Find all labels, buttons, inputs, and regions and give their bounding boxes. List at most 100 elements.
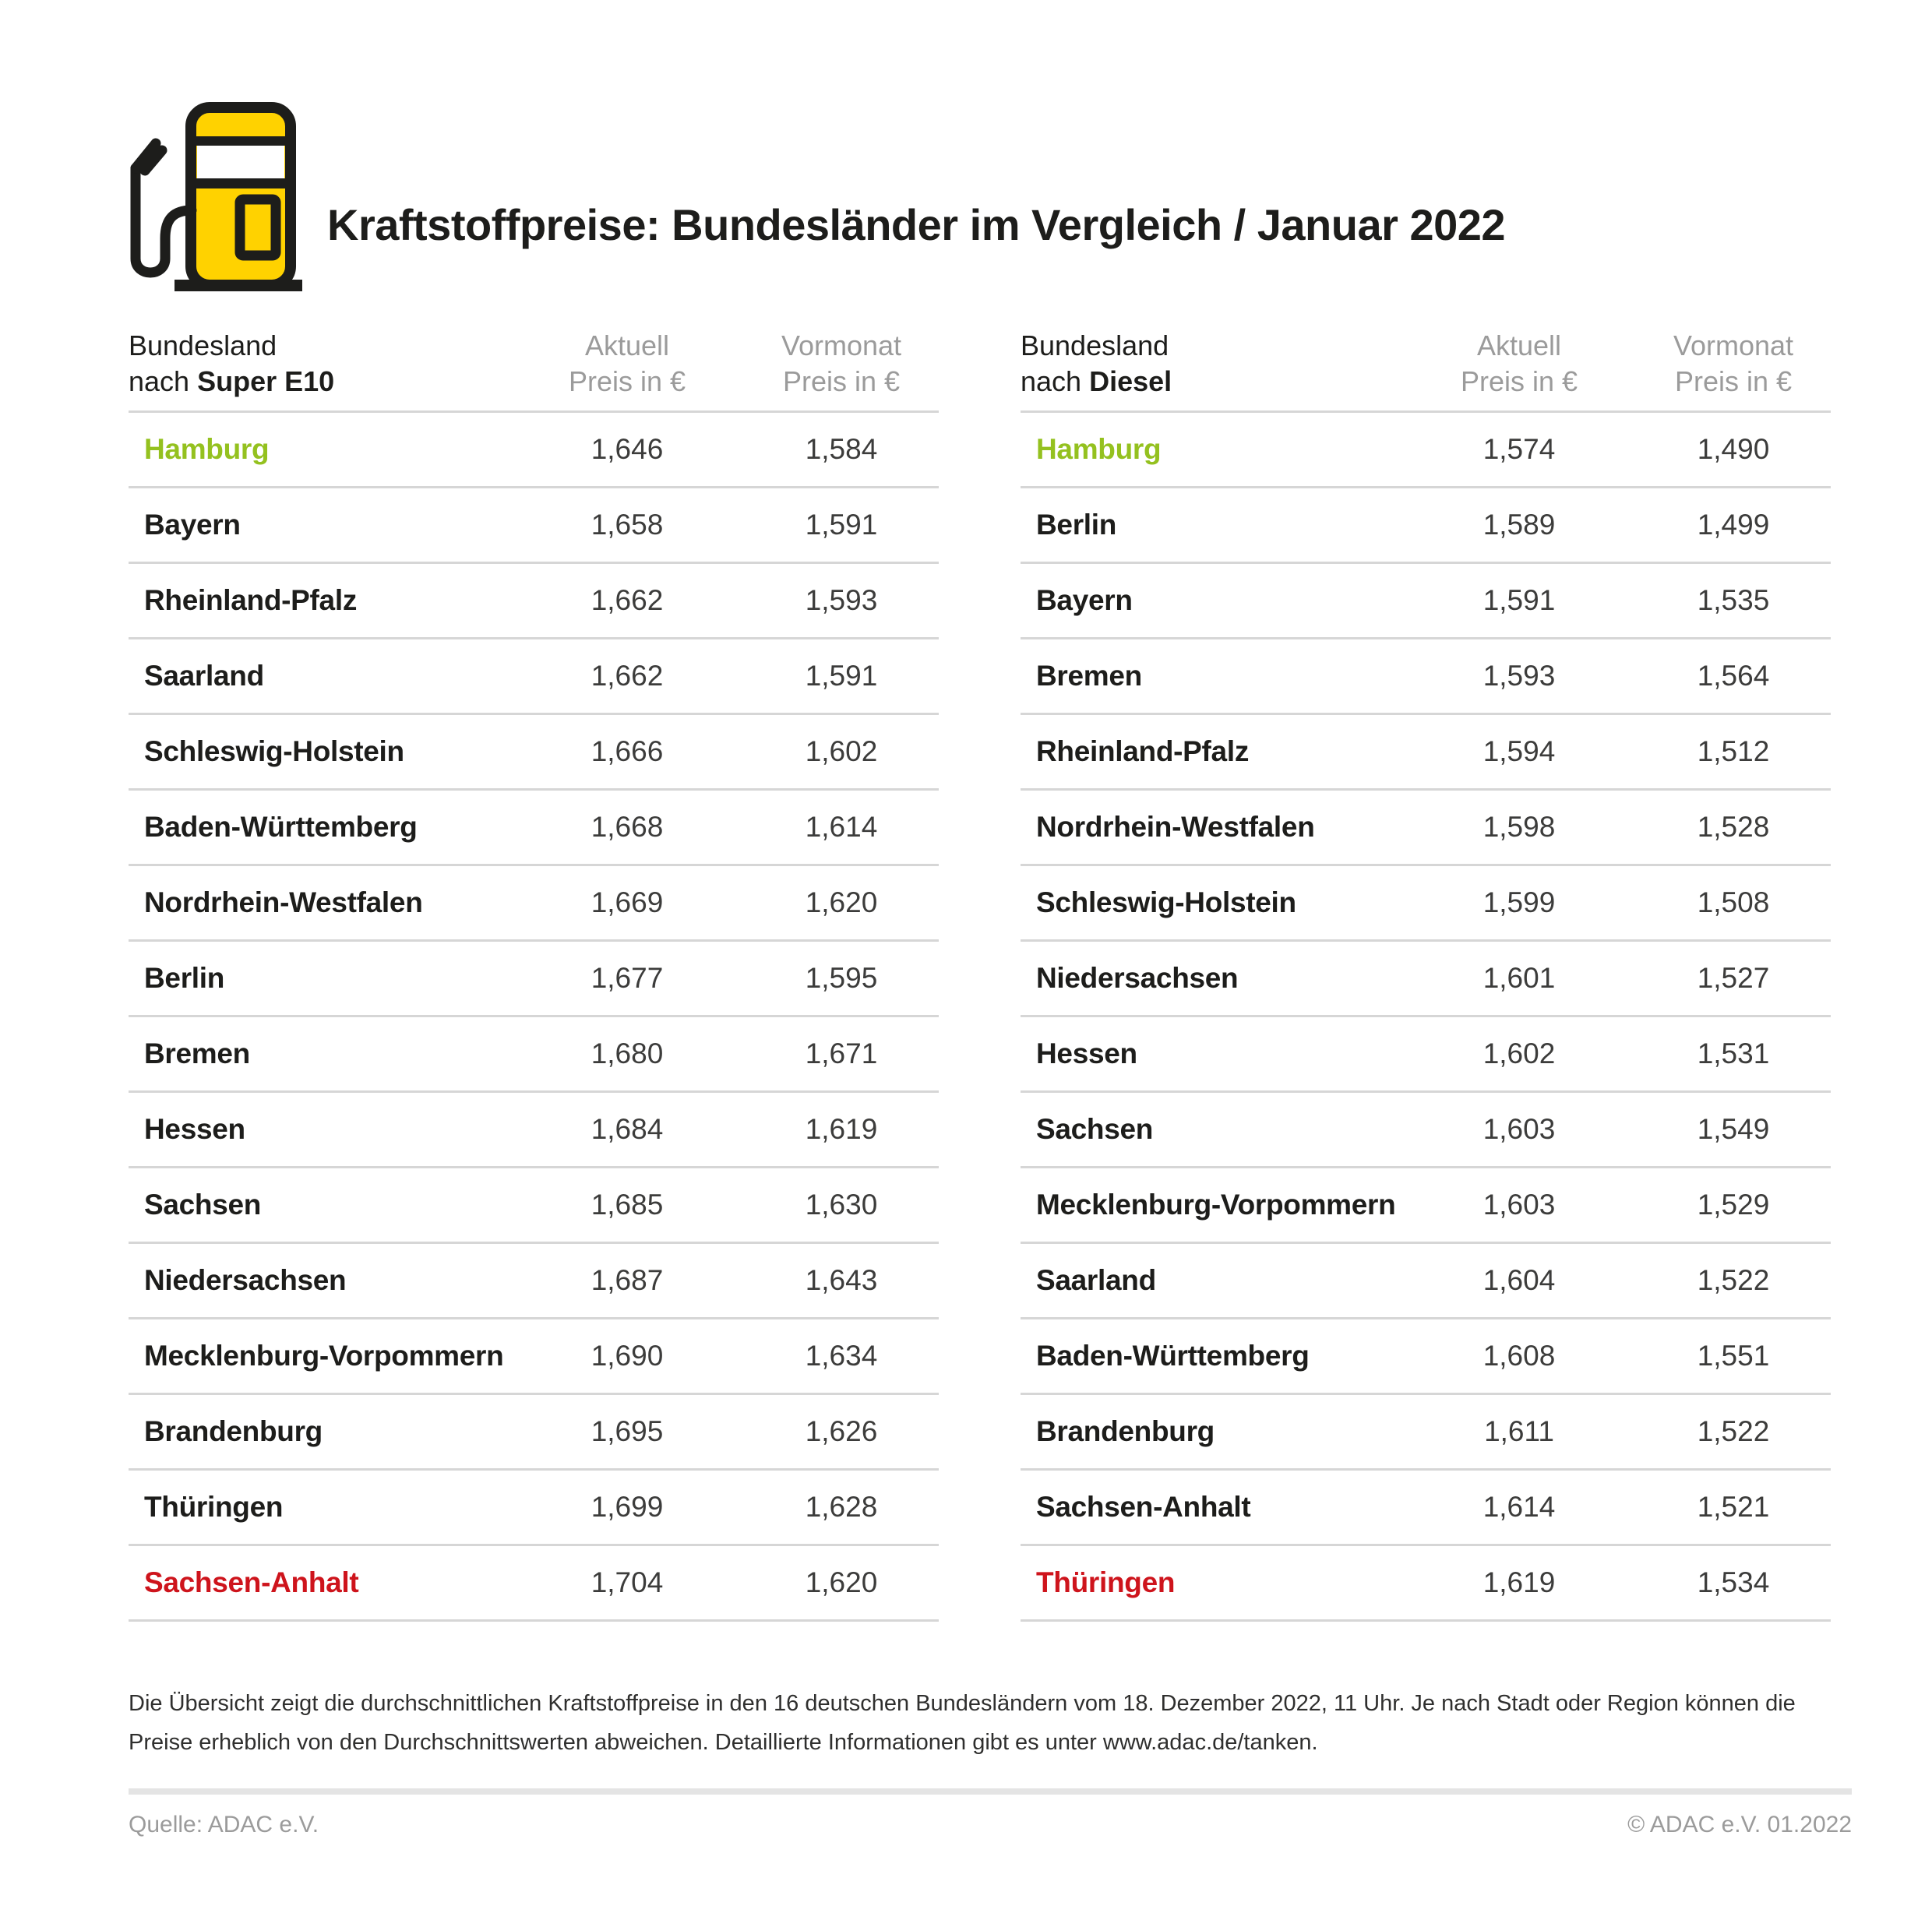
table-row: Saarland 1,662 1,591	[129, 639, 939, 715]
page-title: Kraftstoffpreise: Bundesländer im Vergle…	[327, 200, 1506, 249]
copyright-label: © ADAC e.V. 01.2022	[1627, 1812, 1852, 1837]
price-aktuell: 1,668	[591, 811, 664, 843]
price-aktuell: 1,704	[591, 1566, 664, 1598]
price-vormonat: 1,499	[1697, 509, 1770, 541]
region-name: Rheinland-Pfalz	[1036, 735, 1250, 767]
table-row: Mecklenburg-Vorpommern 1,690 1,634	[129, 1319, 939, 1395]
price-vormonat: 1,522	[1697, 1264, 1770, 1296]
price-aktuell: 1,602	[1482, 1038, 1556, 1069]
footer-divider	[129, 1788, 1852, 1795]
table-row: Thüringen 1,619 1,534	[1021, 1546, 1831, 1622]
price-aktuell: 1,598	[1482, 811, 1556, 843]
price-vormonat: 1,620	[805, 1566, 878, 1598]
column-header-bundesland: Bundesland nach Super E10	[129, 328, 487, 400]
price-vormonat: 1,591	[805, 660, 878, 692]
region-name: Brandenburg	[1036, 1415, 1215, 1447]
table-row: Baden-Württemberg 1,608 1,551	[1021, 1319, 1831, 1395]
region-name: Bremen	[144, 1038, 250, 1069]
vormonat-label: Vormonat	[1673, 329, 1794, 361]
column-header-vormonat: Vormonat Preis in €	[767, 328, 915, 400]
region-name: Sachsen-Anhalt	[1036, 1491, 1251, 1523]
price-vormonat: 1,584	[805, 433, 878, 465]
table-rows-super-e10: Hamburg 1,646 1,584 Bayern 1,658 1,591 Rheinla…	[129, 413, 939, 1622]
aktuell-unit-label: Preis in €	[568, 365, 686, 397]
price-vormonat: 1,549	[1697, 1113, 1770, 1145]
region-name: Thüringen	[1036, 1566, 1176, 1598]
region-name: Thüringen	[144, 1491, 284, 1523]
table-row: Saarland 1,604 1,522	[1021, 1244, 1831, 1319]
aktuell-unit-label: Preis in €	[1460, 365, 1578, 397]
region-name: Sachsen	[144, 1189, 262, 1221]
price-aktuell: 1,666	[591, 735, 664, 767]
price-aktuell: 1,601	[1482, 962, 1556, 994]
table-diesel: Bundesland nach Diesel Aktuell Preis in …	[1021, 327, 1831, 1622]
table-row: Nordrhein-Westfalen 1,598 1,528	[1021, 791, 1831, 866]
region-name: Sachsen-Anhalt	[144, 1566, 359, 1598]
region-name: Schleswig-Holstein	[144, 735, 404, 767]
table-row: Thüringen 1,699 1,628	[129, 1471, 939, 1546]
table-super-e10: Bundesland nach Super E10 Aktuell Preis …	[129, 327, 939, 1622]
table-row: Rheinland-Pfalz 1,662 1,593	[129, 564, 939, 639]
price-aktuell: 1,662	[591, 584, 664, 616]
price-vormonat: 1,630	[805, 1189, 878, 1221]
price-aktuell: 1,669	[591, 886, 664, 918]
price-aktuell: 1,574	[1482, 433, 1556, 465]
price-aktuell: 1,685	[591, 1189, 664, 1221]
footer: Quelle: ADAC e.V. © ADAC e.V. 01.2022	[129, 1812, 1852, 1838]
table-header-diesel: Bundesland nach Diesel Aktuell Preis in …	[1021, 327, 1831, 413]
fuel-type-label: Diesel	[1089, 365, 1172, 397]
price-vormonat: 1,522	[1697, 1415, 1770, 1447]
column-header-bundesland: Bundesland nach Diesel	[1021, 328, 1379, 400]
price-vormonat: 1,535	[1697, 584, 1770, 616]
price-vormonat: 1,551	[1697, 1340, 1770, 1372]
table-row: Berlin 1,677 1,595	[129, 942, 939, 1017]
region-name: Niedersachsen	[144, 1264, 347, 1296]
table-row: Hamburg 1,646 1,584	[129, 413, 939, 488]
column-header-fuel-type: nach Super E10	[129, 364, 487, 400]
table-row: Niedersachsen 1,687 1,643	[129, 1244, 939, 1319]
price-aktuell: 1,594	[1482, 735, 1556, 767]
table-row: Bayern 1,591 1,535	[1021, 564, 1831, 639]
region-name: Saarland	[144, 660, 264, 692]
table-row: Hamburg 1,574 1,490	[1021, 413, 1831, 488]
price-vormonat: 1,508	[1697, 886, 1770, 918]
table-row: Rheinland-Pfalz 1,594 1,512	[1021, 715, 1831, 791]
region-name: Niedersachsen	[1036, 962, 1239, 994]
fuel-prefix-label: nach	[1021, 365, 1090, 397]
region-name: Hamburg	[1036, 433, 1162, 465]
table-row: Berlin 1,589 1,499	[1021, 488, 1831, 564]
price-vormonat: 1,531	[1697, 1038, 1770, 1069]
region-name: Hamburg	[144, 433, 270, 465]
price-aktuell: 1,604	[1482, 1264, 1556, 1296]
price-vormonat: 1,671	[805, 1038, 878, 1069]
table-row: Sachsen-Anhalt 1,614 1,521	[1021, 1471, 1831, 1546]
price-vormonat: 1,634	[805, 1340, 878, 1372]
price-aktuell: 1,677	[591, 962, 664, 994]
price-vormonat: 1,591	[805, 509, 878, 541]
price-vormonat: 1,490	[1697, 433, 1770, 465]
region-name: Baden-Württemberg	[144, 811, 418, 843]
table-row: Nordrhein-Westfalen 1,669 1,620	[129, 866, 939, 942]
region-name: Bayern	[144, 509, 241, 541]
table-row: Bremen 1,680 1,671	[129, 1017, 939, 1093]
table-row: Niedersachsen 1,601 1,527	[1021, 942, 1831, 1017]
region-name: Bremen	[1036, 660, 1142, 692]
region-name: Brandenburg	[144, 1415, 323, 1447]
column-header-aktuell: Aktuell Preis in €	[553, 328, 701, 400]
price-vormonat: 1,534	[1697, 1566, 1770, 1598]
source-label: Quelle: ADAC e.V.	[129, 1812, 319, 1837]
price-aktuell: 1,591	[1482, 584, 1556, 616]
price-aktuell: 1,687	[591, 1264, 664, 1296]
price-aktuell: 1,619	[1482, 1566, 1556, 1598]
aktuell-label: Aktuell	[1476, 329, 1562, 361]
vormonat-unit-label: Preis in €	[782, 365, 901, 397]
column-header-bundesland-line1: Bundesland	[1021, 329, 1169, 361]
footnote-line-1: Die Übersicht zeigt die durchschnittlich…	[129, 1691, 1796, 1716]
table-row: Schleswig-Holstein 1,666 1,602	[129, 715, 939, 791]
price-aktuell: 1,699	[591, 1491, 664, 1523]
price-aktuell: 1,603	[1482, 1113, 1556, 1145]
table-row: Sachsen-Anhalt 1,704 1,620	[129, 1546, 939, 1622]
price-vormonat: 1,527	[1697, 962, 1770, 994]
price-vormonat: 1,595	[805, 962, 878, 994]
price-aktuell: 1,680	[591, 1038, 664, 1069]
